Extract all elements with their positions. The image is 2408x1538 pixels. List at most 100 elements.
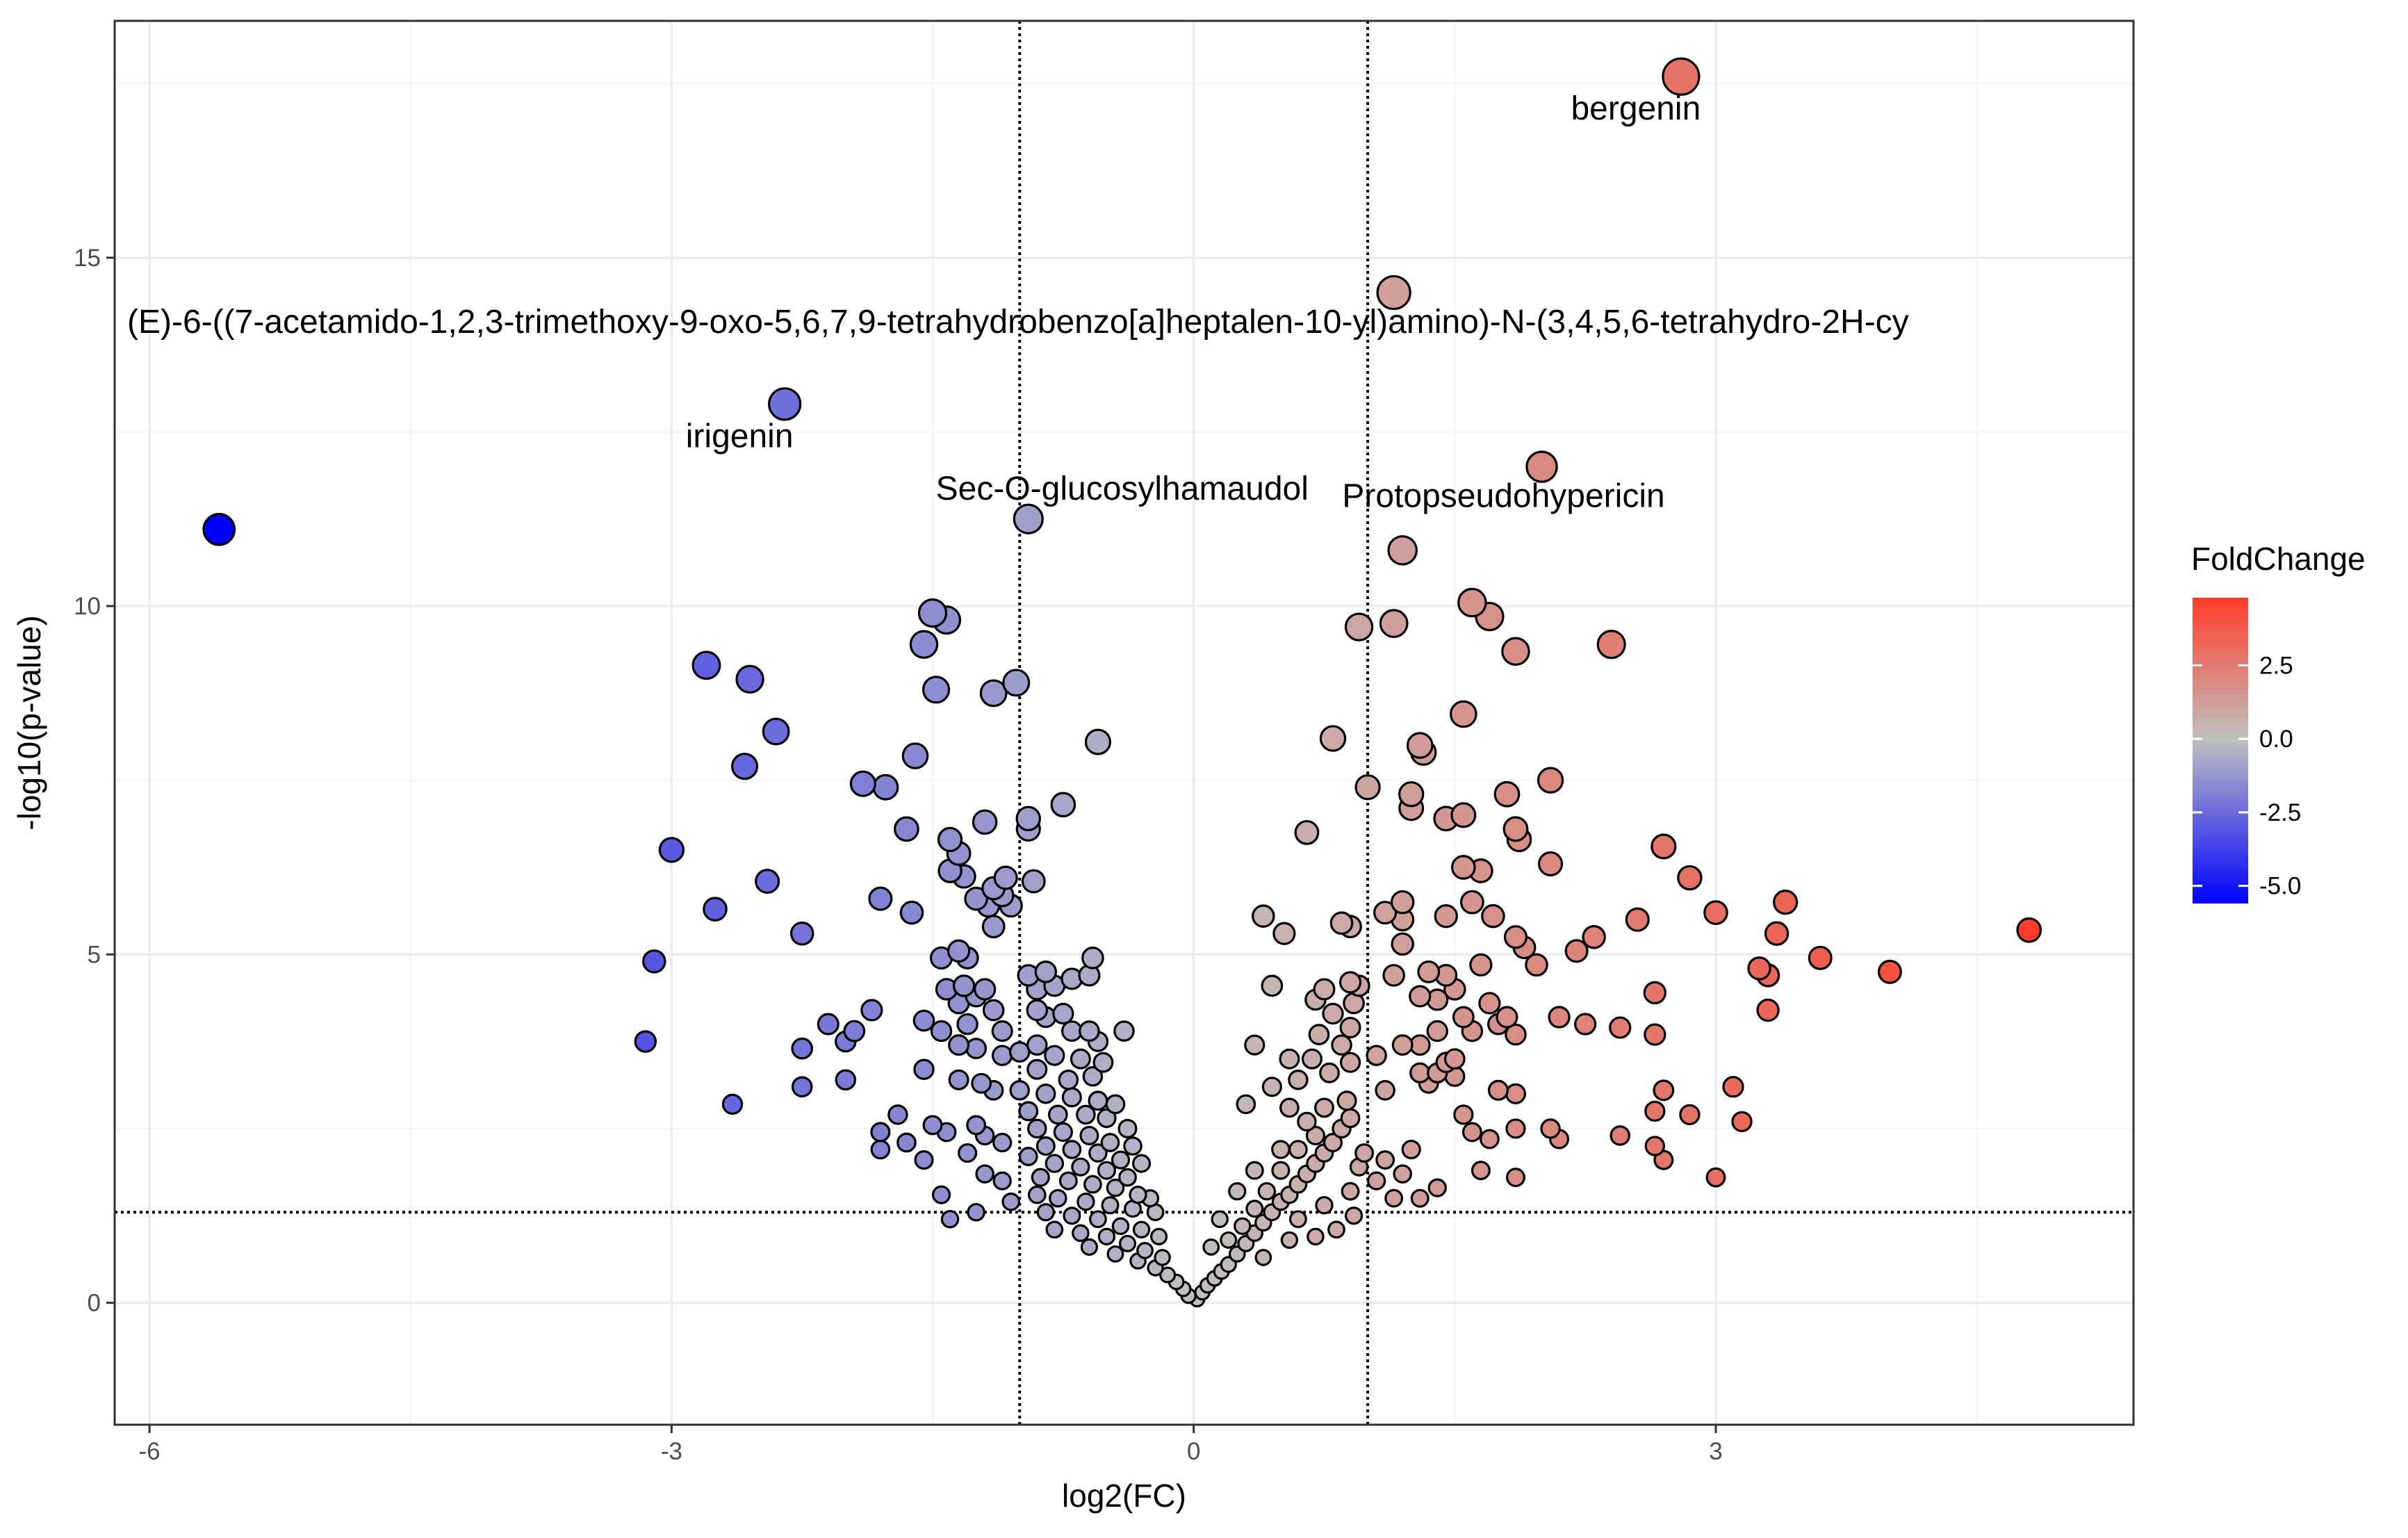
data-point bbox=[1471, 1161, 1491, 1181]
data-point bbox=[1083, 1175, 1102, 1194]
data-point bbox=[1525, 953, 1548, 977]
data-point bbox=[1001, 1192, 1021, 1211]
y-tick-label: 5 bbox=[88, 941, 101, 968]
data-point bbox=[1505, 1023, 1527, 1046]
x-tick-label: -3 bbox=[661, 1438, 682, 1465]
data-point bbox=[1031, 1168, 1050, 1187]
data-point bbox=[1459, 890, 1484, 915]
data-point bbox=[1331, 1034, 1352, 1056]
data-point bbox=[1279, 1048, 1300, 1070]
data-point bbox=[1045, 1154, 1065, 1173]
data-point bbox=[1461, 1122, 1482, 1143]
annotation-long-compound: (E)-6-((7-acetamido-1,2,3-trimethoxy-9-o… bbox=[127, 304, 1909, 341]
data-point bbox=[735, 664, 764, 694]
data-point bbox=[1315, 1196, 1334, 1215]
data-point bbox=[768, 387, 802, 421]
data-point bbox=[1596, 630, 1626, 660]
data-point bbox=[901, 742, 929, 769]
data-point bbox=[730, 753, 759, 780]
data-point bbox=[1434, 904, 1458, 928]
data-point bbox=[899, 900, 924, 925]
data-point bbox=[860, 999, 883, 1022]
data-point bbox=[914, 1150, 934, 1170]
data-point bbox=[1261, 1077, 1282, 1097]
data-point bbox=[1272, 922, 1296, 945]
data-point bbox=[1469, 953, 1493, 976]
y-tick-label: 15 bbox=[74, 245, 101, 272]
data-point bbox=[1271, 1161, 1291, 1180]
data-point bbox=[1021, 869, 1046, 894]
data-point bbox=[956, 1013, 978, 1036]
data-point bbox=[1132, 1220, 1151, 1238]
annotation-sec-o-glucosylhamaudol: Sec-O-glucosylhamaudol bbox=[936, 471, 1309, 507]
data-point bbox=[1035, 1136, 1056, 1156]
data-point bbox=[1329, 911, 1354, 935]
data-point bbox=[1417, 960, 1441, 983]
data-point bbox=[1111, 1150, 1131, 1170]
data-point bbox=[1478, 992, 1501, 1015]
data-point bbox=[1643, 981, 1666, 1005]
data-point bbox=[1493, 780, 1521, 808]
data-point bbox=[1071, 1157, 1090, 1177]
data-point bbox=[1651, 833, 1677, 860]
data-point bbox=[982, 999, 1005, 1022]
data-point bbox=[922, 676, 951, 704]
data-point bbox=[1150, 1227, 1168, 1245]
data-point bbox=[1026, 1034, 1048, 1056]
data-point bbox=[1097, 1108, 1117, 1129]
data-point bbox=[972, 809, 998, 835]
data-point bbox=[1063, 1206, 1081, 1225]
data-point bbox=[991, 1020, 1013, 1042]
data-point bbox=[835, 1069, 857, 1091]
annotation-irigenin: irigenin bbox=[686, 418, 794, 455]
data-point bbox=[870, 1122, 891, 1143]
data-point bbox=[1341, 1181, 1360, 1201]
data-point bbox=[965, 1038, 988, 1060]
data-point bbox=[1391, 1034, 1414, 1056]
data-point bbox=[1322, 1002, 1344, 1025]
data-point bbox=[1117, 1118, 1138, 1138]
data-point bbox=[1279, 1097, 1300, 1118]
data-point bbox=[1808, 945, 1833, 970]
data-point bbox=[1035, 1083, 1056, 1104]
data-point bbox=[1457, 587, 1487, 618]
data-point bbox=[1387, 535, 1418, 566]
data-point bbox=[1505, 1118, 1526, 1139]
data-point bbox=[1305, 1125, 1326, 1146]
data-point bbox=[974, 978, 997, 1001]
data-point bbox=[1525, 450, 1558, 483]
data-point bbox=[1045, 1220, 1064, 1239]
data-point bbox=[868, 886, 893, 911]
x-axis-title: log2(FC) bbox=[1062, 1478, 1186, 1514]
data-point bbox=[1703, 900, 1728, 926]
data-point bbox=[1644, 1023, 1666, 1046]
data-point bbox=[1113, 1020, 1135, 1042]
data-point bbox=[1307, 1227, 1325, 1246]
data-point bbox=[1027, 1118, 1047, 1139]
data-point bbox=[1564, 939, 1589, 963]
data-point bbox=[952, 974, 976, 997]
data-point bbox=[1013, 503, 1044, 534]
data-point bbox=[1548, 1006, 1571, 1029]
data-point bbox=[1502, 816, 1529, 842]
data-point bbox=[1540, 1118, 1561, 1139]
data-point bbox=[1373, 901, 1398, 925]
data-point bbox=[1501, 637, 1530, 666]
data-point bbox=[887, 1104, 908, 1125]
data-point bbox=[1344, 1206, 1363, 1225]
data-point bbox=[1288, 1140, 1308, 1159]
legend: FoldChange 2.5 0.0 -2.5 -5.0 bbox=[2191, 541, 2366, 903]
data-point bbox=[1118, 1168, 1137, 1187]
data-point bbox=[1254, 1249, 1272, 1266]
data-point bbox=[1072, 1224, 1090, 1243]
data-point bbox=[1159, 1266, 1177, 1284]
data-point bbox=[1480, 1129, 1500, 1150]
data-point bbox=[1044, 1045, 1065, 1066]
data-point bbox=[1082, 1066, 1104, 1087]
data-point bbox=[1301, 1048, 1322, 1070]
data-point bbox=[1026, 999, 1049, 1022]
data-point bbox=[1375, 1080, 1395, 1101]
data-point bbox=[1088, 1143, 1108, 1163]
data-point bbox=[1106, 1178, 1125, 1197]
data-point bbox=[1406, 732, 1434, 759]
